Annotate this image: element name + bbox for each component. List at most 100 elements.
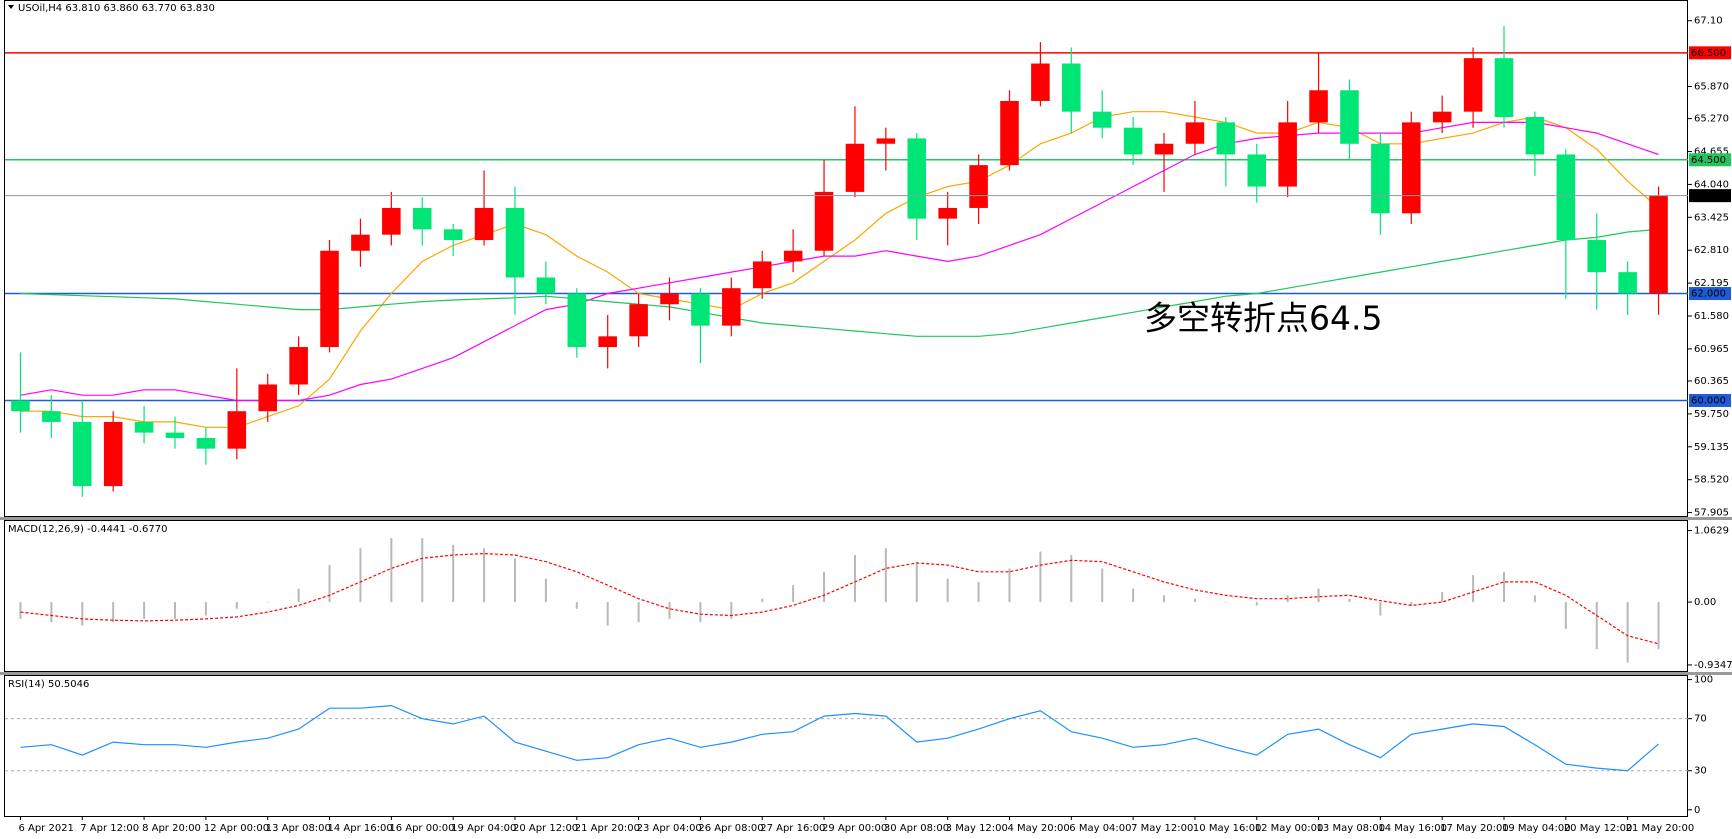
x-tick-label: 21 Apr 20:00 (575, 823, 640, 834)
price-panel-title: USOil,H4 63.810 63.860 63.770 63.830 (18, 3, 215, 14)
macd-histogram-bar (1348, 598, 1351, 603)
macd-histogram-bar (730, 602, 733, 619)
macd-histogram-bar (1163, 595, 1166, 603)
candle-body (691, 293, 710, 326)
y-tick-label: 58.520 (1694, 475, 1729, 486)
x-tick-label: 7 May 12:00 (1131, 823, 1193, 834)
indicator-line (20, 228, 1659, 337)
candle-body (1062, 63, 1081, 112)
macd-histogram-bar (235, 602, 238, 609)
macd-histogram-bar (1379, 602, 1382, 616)
candle-body (412, 207, 432, 230)
candle-body (1340, 90, 1359, 144)
x-tick-label: 10 May 16:00 (1193, 823, 1262, 834)
macd-histogram-bar (1533, 595, 1536, 603)
y-tick-label: 100 (1694, 675, 1713, 686)
y-tick-label: 70 (1694, 714, 1707, 725)
x-tick-label: 14 Apr 16:00 (328, 823, 393, 834)
x-tick-label: 20 Apr 12:00 (513, 823, 578, 834)
macd-histogram-bar (328, 565, 331, 603)
x-tick-label: 6 May 04:00 (1069, 823, 1131, 834)
x-tick-label: 3 May 12:00 (946, 823, 1008, 834)
x-tick-label: 7 Apr 12:00 (80, 823, 139, 834)
macd-histogram-bar (173, 602, 176, 619)
macd-histogram-bar (266, 602, 269, 603)
candle-body (1092, 111, 1112, 128)
macd-histogram-bar (637, 602, 640, 623)
macd-histogram-bar (544, 578, 547, 603)
candle-body (969, 165, 988, 208)
candle-body (1432, 111, 1452, 123)
level-label: 60.000 (1691, 396, 1726, 407)
y-tick-label: 59.750 (1694, 409, 1729, 420)
y-tick-label: 57.905 (1694, 508, 1729, 519)
x-tick-label: 26 Apr 08:00 (698, 823, 763, 834)
candle-body (598, 336, 617, 348)
macd-histogram-bar (1255, 602, 1258, 606)
x-tick-label: 17 May 20:00 (1440, 823, 1509, 834)
candle-body (907, 138, 927, 219)
x-tick-label: 4 May 20:00 (1007, 823, 1069, 834)
y-tick-label: 30 (1694, 766, 1707, 777)
macd-histogram-bar (19, 602, 22, 619)
x-tick-label: 23 Apr 04:00 (637, 823, 702, 834)
x-tick-label: 14 May 16:00 (1378, 823, 1447, 834)
candle-body (783, 250, 803, 262)
price-panel-frame (4, 0, 1688, 517)
level-label-box (1689, 153, 1731, 167)
macd-panel-title: MACD(12,26,9) -0.4441 -0.6770 (8, 524, 168, 535)
level-label-box (1689, 394, 1731, 408)
x-tick-label: 12 May 00:00 (1255, 823, 1324, 834)
macd-histogram-bar (513, 558, 516, 603)
macd-histogram-bar (81, 602, 84, 626)
x-tick-label: 27 Apr 16:00 (760, 823, 825, 834)
candle-body (1463, 58, 1483, 112)
macd-histogram-bar (668, 602, 671, 619)
candle-body (505, 207, 525, 278)
macd-histogram-bar (823, 571, 826, 603)
x-tick-label: 16 Apr 00:00 (389, 823, 454, 834)
candle-body (165, 432, 185, 438)
level-label: 66.500 (1691, 48, 1726, 59)
macd-histogram-bar (1039, 551, 1042, 603)
macd-histogram-bar (977, 581, 980, 603)
candle-body (474, 207, 494, 241)
candle-body (289, 347, 308, 385)
rsi-panel-title: RSI(14) 50.5046 (8, 679, 89, 690)
macd-histogram-bar (1626, 602, 1629, 663)
macd-histogram-bar (792, 585, 795, 603)
candle-body (1031, 63, 1050, 101)
macd-histogram-bar (1410, 602, 1413, 606)
candle-body (1309, 90, 1328, 123)
macd-histogram-bar (297, 588, 300, 603)
macd-histogram-bar (112, 602, 115, 623)
macd-panel-frame (4, 520, 1688, 672)
y-tick-label: 0 (1694, 805, 1700, 816)
x-tick-label: 30 Apr 08:00 (884, 823, 949, 834)
x-tick-label: 13 May 08:00 (1317, 823, 1386, 834)
candle-body (1154, 143, 1174, 155)
macd-histogram-bar (575, 602, 578, 609)
macd-histogram-bar (452, 544, 455, 603)
x-tick-label: 29 Apr 00:00 (822, 823, 887, 834)
macd-histogram-bar (606, 602, 609, 626)
candle-body (382, 207, 401, 235)
y-tick-label: 62.195 (1694, 278, 1729, 289)
symbol-menu-arrow[interactable] (8, 5, 14, 9)
candle-body (443, 229, 463, 241)
panel-separator (0, 672, 1732, 675)
candle-body (660, 293, 679, 305)
current-price-box (1689, 189, 1731, 203)
candle-body (1278, 122, 1297, 187)
candle-body (938, 207, 957, 219)
candle-body (196, 437, 216, 449)
candle-body (351, 234, 370, 251)
macd-histogram-bar (359, 548, 362, 603)
level-label: 62.000 (1691, 289, 1726, 300)
candle-body (1525, 117, 1545, 155)
macd-histogram-bar (1132, 588, 1135, 603)
x-tick-label: 19 Apr 04:00 (451, 823, 516, 834)
candle-body (320, 250, 339, 348)
level-label-box (1689, 46, 1731, 60)
